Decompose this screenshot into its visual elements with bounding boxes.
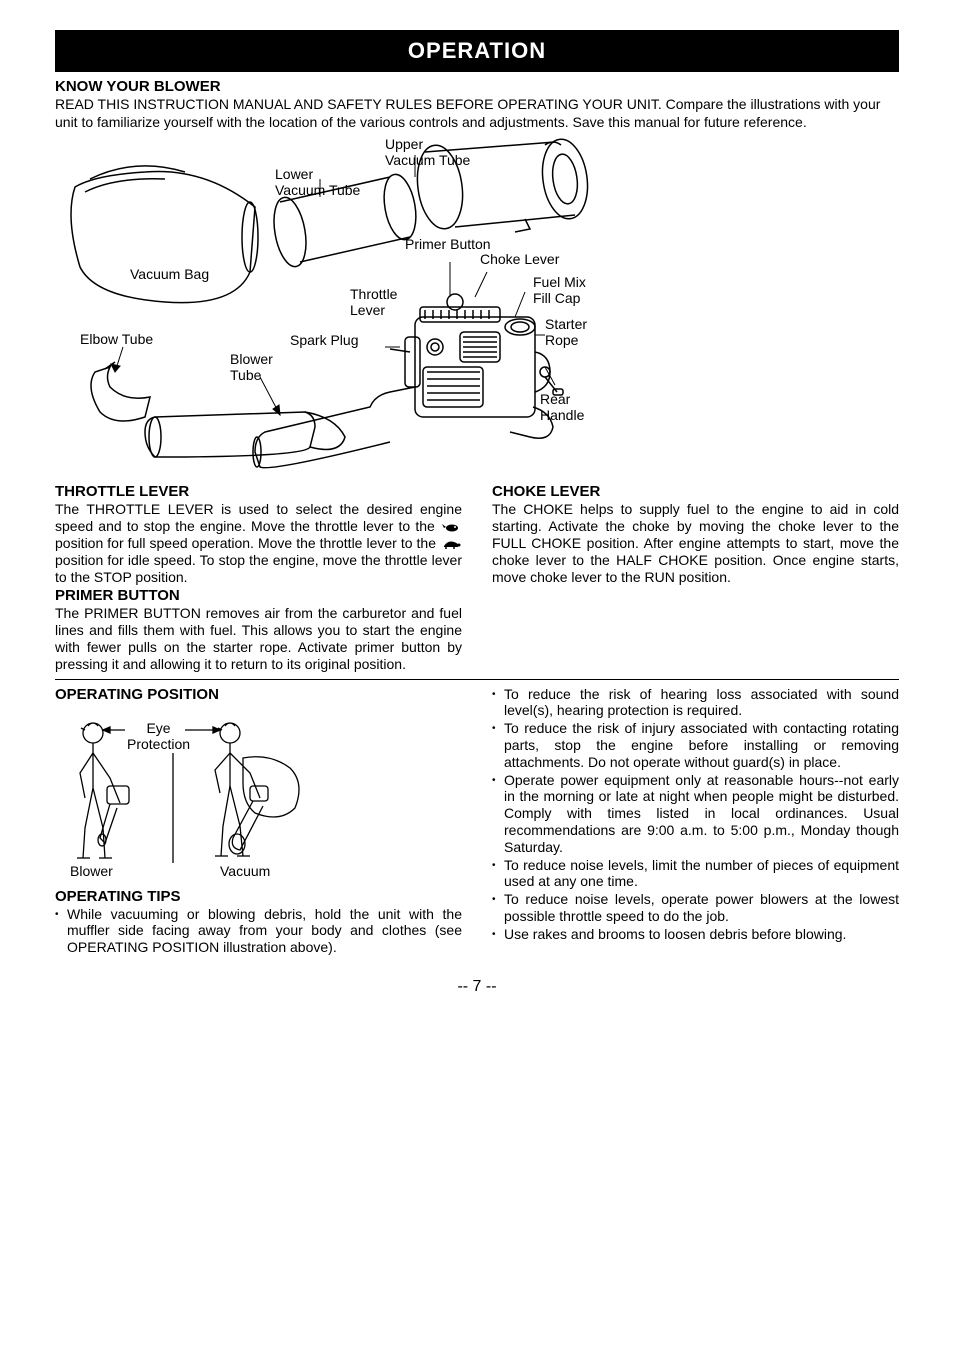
throttle-title: THROTTLE LEVER bbox=[55, 483, 462, 501]
primer-text: The PRIMER BUTTON removes air from the c… bbox=[55, 605, 462, 672]
throttle-p1b: position for full speed operation. Move … bbox=[55, 535, 440, 551]
label-vacuum-mode: Vacuum bbox=[220, 863, 270, 880]
section-header: OPERATION bbox=[55, 30, 899, 72]
label-lower-vacuum-tube: Lower Vacuum Tube bbox=[275, 167, 360, 198]
operating-columns: OPERATING POSITION bbox=[55, 686, 899, 957]
list-item: Use rakes and brooms to loosen debris be… bbox=[504, 926, 899, 943]
choke-title: CHOKE LEVER bbox=[492, 483, 899, 501]
list-item: To reduce noise levels, operate power bl… bbox=[504, 891, 899, 925]
list-item: While vacuuming or blowing debris, hold … bbox=[67, 906, 462, 956]
operating-position-title: OPERATING POSITION bbox=[55, 686, 462, 704]
label-starter-rope: Starter Rope bbox=[545, 317, 587, 348]
throttle-col: THROTTLE LEVER The THROTTLE LEVER is use… bbox=[55, 483, 462, 672]
operating-tips-left-list: While vacuuming or blowing debris, hold … bbox=[55, 906, 462, 956]
primer-title: PRIMER BUTTON bbox=[55, 587, 462, 605]
label-choke-lever: Choke Lever bbox=[480, 252, 559, 267]
operating-tips-title: OPERATING TIPS bbox=[55, 888, 462, 906]
page-number: -- 7 -- bbox=[55, 977, 899, 996]
parts-diagram: Upper Vacuum Tube Lower Vacuum Tube Vacu… bbox=[55, 137, 899, 477]
label-eye-protection: Eye Protection bbox=[127, 720, 190, 754]
list-item: To reduce noise levels, limit the number… bbox=[504, 857, 899, 891]
list-item: Operate power equipment only at reasonab… bbox=[504, 772, 899, 856]
label-spark-plug: Spark Plug bbox=[290, 333, 358, 348]
label-rear-handle: Rear Handle bbox=[540, 392, 584, 423]
label-vacuum-bag: Vacuum Bag bbox=[130, 267, 209, 282]
know-text: READ THIS INSTRUCTION MANUAL AND SAFETY … bbox=[55, 96, 899, 131]
throttle-p1a: The THROTTLE LEVER is used to select the… bbox=[55, 501, 462, 534]
operating-position-diagram: Eye Protection Blower Vacuum bbox=[55, 708, 462, 888]
list-item: To reduce the risk of injury associated … bbox=[504, 720, 899, 770]
label-blower-tube: Blower Tube bbox=[230, 352, 273, 383]
label-elbow-tube: Elbow Tube bbox=[80, 332, 153, 347]
throttle-text: The THROTTLE LEVER is used to select the… bbox=[55, 501, 462, 585]
throttle-p1c: position for idle speed. To stop the eng… bbox=[55, 552, 462, 585]
divider bbox=[55, 679, 899, 680]
turtle-icon bbox=[440, 538, 462, 550]
choke-col: CHOKE LEVER The CHOKE helps to supply fu… bbox=[492, 483, 899, 672]
rabbit-icon bbox=[440, 521, 462, 533]
lever-columns: THROTTLE LEVER The THROTTLE LEVER is use… bbox=[55, 483, 899, 672]
label-upper-vacuum-tube: Upper Vacuum Tube bbox=[385, 137, 470, 168]
know-your-blower-section: KNOW YOUR BLOWER READ THIS INSTRUCTION M… bbox=[55, 78, 899, 131]
label-blower-mode: Blower bbox=[70, 863, 113, 880]
label-primer-button: Primer Button bbox=[405, 237, 491, 252]
choke-text: The CHOKE helps to supply fuel to the en… bbox=[492, 501, 899, 585]
operating-left-col: OPERATING POSITION bbox=[55, 686, 462, 957]
label-fuel-cap: Fuel Mix Fill Cap bbox=[533, 275, 586, 306]
know-title: KNOW YOUR BLOWER bbox=[55, 78, 899, 96]
label-throttle-lever: Throttle Lever bbox=[350, 287, 397, 318]
operating-right-col: To reduce the risk of hearing loss assoc… bbox=[492, 686, 899, 957]
list-item: To reduce the risk of hearing loss assoc… bbox=[504, 686, 899, 720]
operating-tips-right-list: To reduce the risk of hearing loss assoc… bbox=[492, 686, 899, 943]
